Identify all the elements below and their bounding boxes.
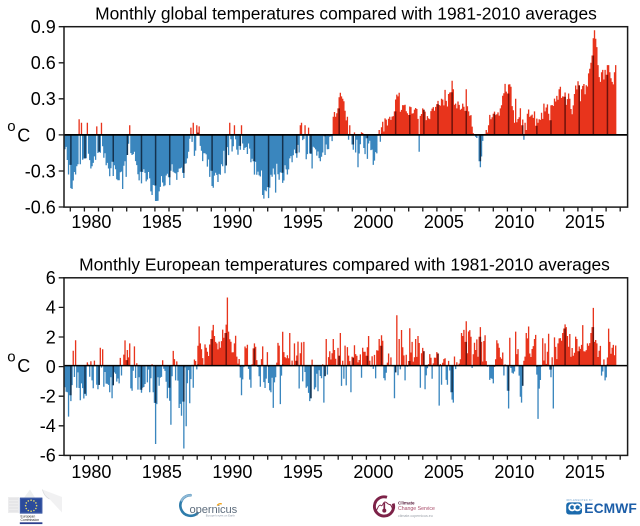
svg-text:1985: 1985: [142, 462, 182, 482]
svg-text:2010: 2010: [494, 212, 534, 232]
svg-text:Commission: Commission: [21, 518, 40, 522]
svg-text:-6: -6: [40, 446, 56, 466]
svg-text:0: 0: [46, 357, 56, 377]
svg-text:2005: 2005: [424, 212, 464, 232]
svg-text:0.9: 0.9: [31, 17, 56, 37]
svg-text:2000: 2000: [353, 212, 393, 232]
svg-text:opernicus: opernicus: [190, 504, 238, 516]
svg-text:o: o: [7, 118, 15, 135]
svg-text:climate.copernicus.eu: climate.copernicus.eu: [398, 514, 433, 518]
svg-text:2000: 2000: [353, 462, 393, 482]
svg-text:Climate: Climate: [398, 501, 415, 506]
svg-text:ECMWF: ECMWF: [584, 501, 637, 516]
svg-text:1980: 1980: [71, 462, 111, 482]
svg-text:0.3: 0.3: [31, 89, 56, 109]
svg-text:Europe's eyes on Earth: Europe's eyes on Earth: [206, 514, 235, 518]
svg-text:C: C: [17, 356, 30, 376]
svg-text:o: o: [7, 349, 15, 366]
svg-text:C: C: [17, 125, 30, 145]
svg-text:Monthly global temperatures co: Monthly global temperatures compared wit…: [95, 4, 597, 24]
svg-text:1990: 1990: [212, 212, 252, 232]
svg-text:2010: 2010: [494, 462, 534, 482]
svg-text:6: 6: [46, 268, 56, 288]
svg-text:-2: -2: [40, 387, 56, 407]
svg-text:0: 0: [46, 125, 56, 145]
svg-text:2005: 2005: [424, 462, 464, 482]
svg-text:1985: 1985: [142, 212, 182, 232]
svg-text:4: 4: [46, 298, 56, 318]
svg-text:2015: 2015: [565, 462, 605, 482]
svg-text:1995: 1995: [283, 212, 323, 232]
svg-text:Change Service: Change Service: [398, 506, 435, 512]
svg-text:1990: 1990: [212, 462, 252, 482]
svg-text:1995: 1995: [283, 462, 323, 482]
svg-text:1980: 1980: [71, 212, 111, 232]
svg-text:0.6: 0.6: [31, 53, 56, 73]
svg-text:-0.6: -0.6: [25, 197, 56, 217]
svg-text:European: European: [21, 514, 36, 518]
svg-text:-0.3: -0.3: [25, 161, 56, 181]
svg-text:2: 2: [46, 327, 56, 347]
svg-text:-4: -4: [40, 416, 56, 436]
svg-text:2015: 2015: [565, 212, 605, 232]
svg-text:IMPLEMENTED BY: IMPLEMENTED BY: [566, 498, 593, 502]
svg-text:Monthly European temperatures: Monthly European temperatures compared w…: [79, 255, 610, 275]
